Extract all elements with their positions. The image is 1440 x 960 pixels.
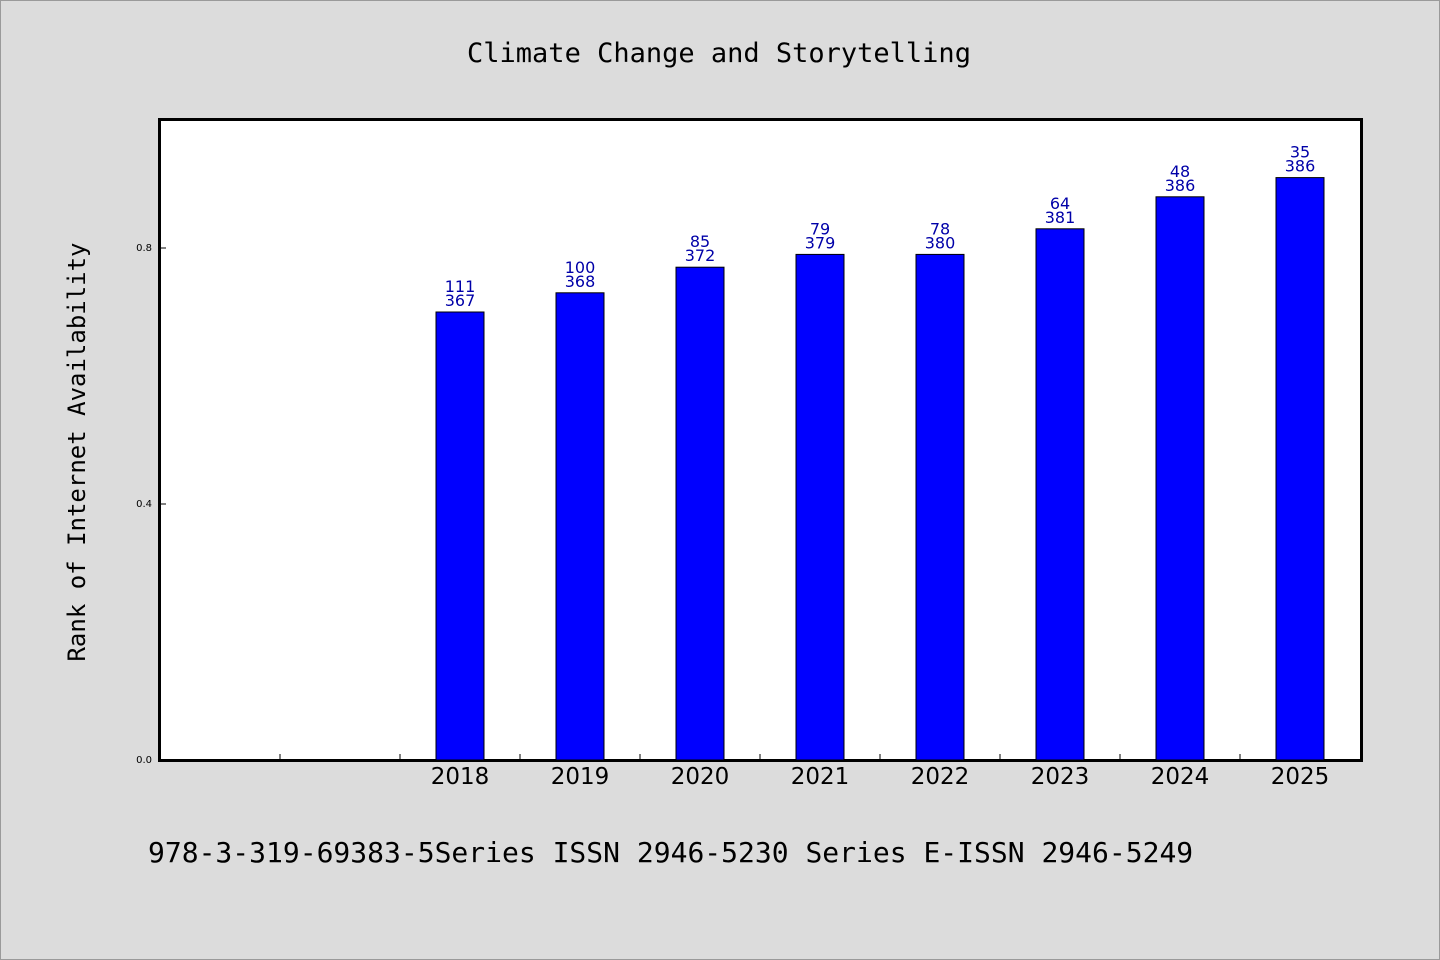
bars [435, 177, 1325, 761]
bar-2019 [555, 292, 605, 761]
bar-label-top: 111 [445, 277, 476, 296]
x-tick-label: 2022 [911, 764, 970, 790]
footer-text: 978-3-319-69383-5Series ISSN 2946-5230 S… [148, 836, 1193, 869]
bar-label-bottom: 379 [805, 233, 836, 252]
bar-label-bottom: 368 [565, 272, 596, 291]
y-tick-label: 0.4 [136, 499, 152, 510]
x-tick-label: 2018 [431, 764, 490, 790]
bar-label-bottom: 386 [1165, 176, 1196, 195]
x-tick-label: 2024 [1151, 764, 1210, 790]
chart-title: Climate Change and Storytelling [467, 38, 971, 69]
bar-label-bottom: 372 [685, 246, 716, 265]
bar-label-top: 100 [565, 258, 596, 277]
bar-2022 [915, 253, 965, 761]
y-tick-label: 0.8 [136, 243, 152, 254]
x-tick-label: 2020 [671, 764, 730, 790]
bar-2024 [1155, 196, 1205, 761]
bar-label-top: 48 [1170, 162, 1190, 181]
x-tick-label: 2021 [791, 764, 850, 790]
bar-label-top: 35 [1290, 143, 1310, 162]
bar-2023 [1035, 228, 1085, 761]
bar-label-bottom: 367 [445, 291, 476, 310]
bar-label-top: 79 [810, 219, 830, 238]
bar-label-top: 78 [930, 219, 950, 238]
axis-ticks: 0.0 0.4 0.8 [136, 243, 1241, 766]
y-axis-title: Rank of Internet Availability [63, 242, 91, 661]
bar-label-top: 64 [1050, 194, 1070, 213]
bar-2025 [1275, 177, 1325, 761]
bar-label-top: 85 [690, 232, 710, 251]
bar-label-bottom: 380 [925, 233, 956, 252]
bar-2020 [675, 266, 725, 761]
x-tick-label: 2019 [551, 764, 610, 790]
y-tick-label: 0.0 [136, 755, 152, 766]
bar-2018 [435, 311, 485, 761]
bar-label-bottom: 386 [1285, 157, 1316, 176]
x-tick-label: 2025 [1271, 764, 1330, 790]
bar-2021 [795, 253, 845, 761]
x-tick-label: 2023 [1031, 764, 1090, 790]
bar-label-bottom: 381 [1045, 208, 1076, 227]
